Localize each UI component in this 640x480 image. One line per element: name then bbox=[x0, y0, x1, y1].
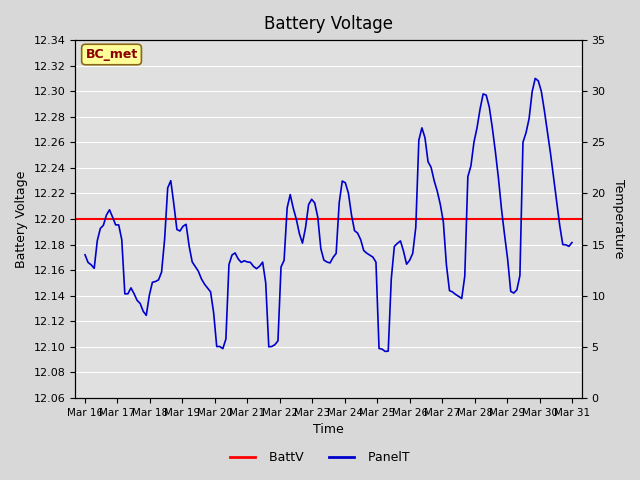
Y-axis label: Battery Voltage: Battery Voltage bbox=[15, 170, 28, 268]
Y-axis label: Temperature: Temperature bbox=[612, 180, 625, 259]
Legend:  BattV,  PanelT: BattV, PanelT bbox=[225, 446, 415, 469]
Text: BC_met: BC_met bbox=[85, 48, 138, 61]
X-axis label: Time: Time bbox=[313, 423, 344, 436]
Title: Battery Voltage: Battery Voltage bbox=[264, 15, 393, 33]
